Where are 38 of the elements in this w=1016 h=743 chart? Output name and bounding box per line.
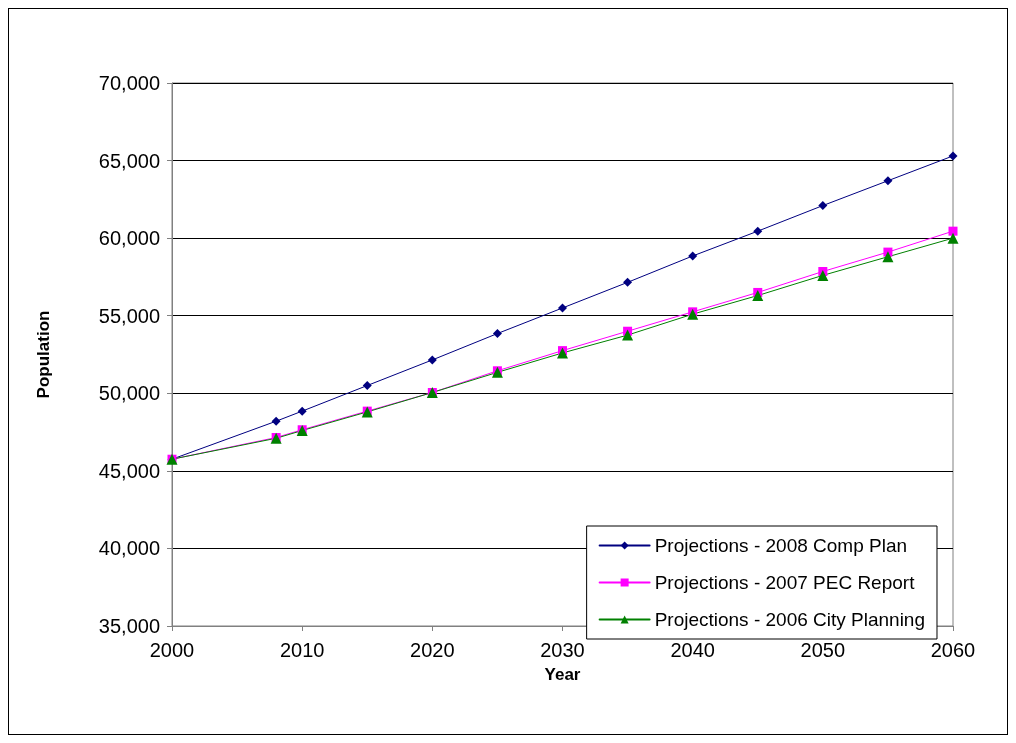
x-tick-label: 2050 (800, 639, 846, 661)
x-tick-label: 2010 (279, 639, 325, 661)
point (752, 290, 764, 302)
legend-label: Projections - 2008 Comp Plan (654, 535, 908, 556)
y-tick-label: 50,000 (98, 382, 160, 405)
x-tick-label: 2020 (410, 639, 455, 661)
x-tick-label: 2030 (540, 639, 585, 661)
x-axis-title: Year (544, 665, 581, 684)
point (688, 251, 698, 261)
point (297, 406, 307, 416)
point (492, 329, 502, 339)
y-tick-label: 65,000 (98, 149, 160, 172)
point (427, 355, 437, 365)
point (271, 416, 281, 426)
point (882, 251, 894, 263)
legend-label: Projections - 2007 PEC Report (654, 572, 916, 593)
point (623, 277, 633, 287)
x-tick-label: 2060 (930, 639, 976, 661)
point (558, 303, 567, 313)
point (948, 151, 958, 161)
x-tick-label: 2000 (149, 639, 195, 661)
point (818, 201, 828, 211)
y-axis-title: Population (34, 310, 53, 399)
y-tick-label: 70,000 (98, 72, 160, 94)
x-tick-label: 2040 (670, 639, 715, 661)
point (817, 269, 829, 281)
point (362, 381, 372, 391)
y-tick-label: 35,000 (98, 615, 160, 637)
point (622, 329, 634, 341)
y-tick-label: 55,000 (98, 304, 160, 327)
point (753, 226, 763, 236)
point (947, 232, 959, 244)
point (948, 226, 958, 236)
point (883, 176, 893, 186)
y-tick-label: 40,000 (98, 537, 160, 560)
y-tick-label: 45,000 (98, 459, 160, 482)
legend-label: Projections - 2006 City Planning (654, 609, 926, 630)
y-tick-label: 60,000 (98, 227, 160, 250)
